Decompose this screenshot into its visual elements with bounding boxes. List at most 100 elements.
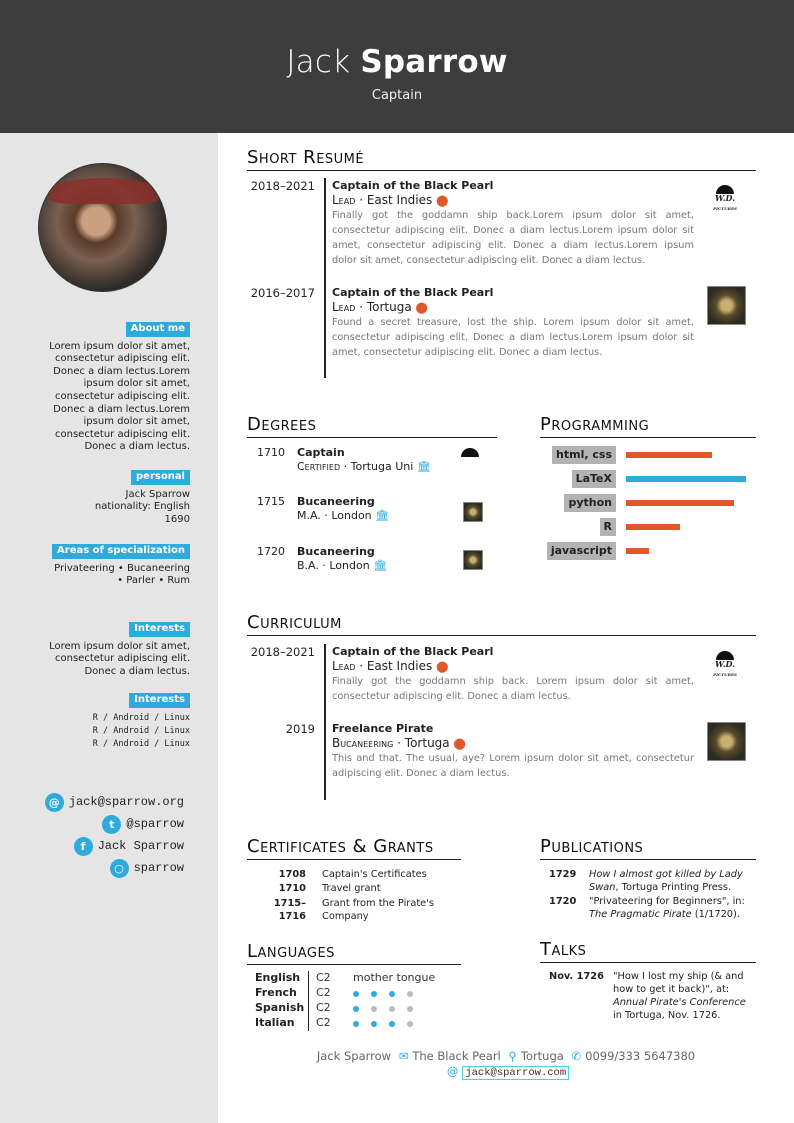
social-text[interactable]: @sparrow xyxy=(126,817,184,831)
social-text[interactable]: sparrow xyxy=(133,861,184,875)
language-rating xyxy=(353,1006,425,1012)
areas-tag: Areas of specialization xyxy=(52,544,190,559)
entry-title: Captain of the Black Pearl xyxy=(332,286,494,299)
header: Jack Sparrow Captain xyxy=(0,0,794,133)
language-note: mother tongue xyxy=(353,971,436,984)
interests-tag: Interests xyxy=(129,693,190,708)
degree-title: Captain xyxy=(297,446,345,459)
language-level: C2 xyxy=(316,1016,331,1029)
social-github[interactable]: ○ sparrow xyxy=(45,857,184,879)
skill-label: javascript xyxy=(546,542,616,560)
pub-rest: , Tortuga Printing Press. xyxy=(615,882,732,893)
talk-text: "How I lost my ship (& and how to get it… xyxy=(613,970,748,1022)
pirate-coin-image xyxy=(707,722,746,761)
disney-logo: W.D. PICTURES xyxy=(705,185,745,212)
degree-type: B.A. xyxy=(297,559,319,572)
rating-dot xyxy=(389,991,395,997)
cert-text: Captain's Certificates xyxy=(322,869,427,880)
social-links: @ jack@sparrow.org t @sparrow f Jack Sparro… xyxy=(44,791,184,879)
map-pin-icon: ⬤ xyxy=(436,194,449,207)
about-tag: About me xyxy=(125,322,190,337)
footer-contact: Jack Sparrow ✉ The Black Pearl ⚲ Tortuga ✆… xyxy=(218,1049,794,1063)
skill-row: html, css xyxy=(540,446,756,464)
entry-date: 2018–2021 xyxy=(250,645,315,659)
phone-icon: ✆ xyxy=(571,1049,582,1063)
pub-title: How I almost got killed by Lady Swan xyxy=(589,869,743,893)
rating-dot xyxy=(371,1006,377,1012)
pirate-coin-image xyxy=(707,286,746,325)
first-name: Jack xyxy=(286,44,351,80)
skill-bar xyxy=(626,452,713,458)
interests-line: R / Android / Linux xyxy=(92,738,190,749)
skill-label: html, css xyxy=(552,446,616,464)
talk-pre: "How I lost my ship (& and how to get it… xyxy=(613,971,744,995)
social-email[interactable]: @ jack@sparrow.org xyxy=(44,791,184,813)
facebook-icon: f xyxy=(73,836,93,856)
entry-description: Found a secret treasure, lost the ship. … xyxy=(332,317,694,358)
language-rating xyxy=(353,991,425,997)
entry-place: Tortuga xyxy=(404,736,450,750)
rating-dot xyxy=(353,1006,359,1012)
rating-dot xyxy=(407,1006,413,1012)
language-level: C2 xyxy=(316,1001,331,1014)
social-twitter[interactable]: t @sparrow xyxy=(45,813,184,835)
institution-icon: 🏛 xyxy=(373,559,388,572)
skill-bar xyxy=(626,524,680,530)
last-name: Sparrow xyxy=(360,44,508,80)
twitter-icon: t xyxy=(102,814,122,834)
entry-title: Freelance Pirate xyxy=(332,722,434,735)
degree-type: Certified xyxy=(297,460,341,473)
about-section: About me Lorem ipsum dolor sit amet, con… xyxy=(40,322,190,454)
rating-dot xyxy=(371,991,377,997)
skill-bar xyxy=(626,548,649,554)
skill-label: R xyxy=(599,518,616,536)
rating-dot xyxy=(353,991,359,997)
degree-place: London xyxy=(329,559,370,572)
timeline-line xyxy=(324,178,326,378)
talk-rest: in Tortuga, Nov. 1726. xyxy=(613,1010,721,1021)
entry-place: East Indies xyxy=(366,659,433,673)
entry-place: East Indies xyxy=(366,193,433,207)
languages-divider xyxy=(308,971,310,1031)
entry-description: Finally got the goddamn ship back.Lorem … xyxy=(332,210,694,266)
pirate-coin-image xyxy=(463,502,483,522)
cert-text: Grant from the Pirate's Company xyxy=(322,898,435,922)
entry-description: Finally got the goddamn ship back. Lorem… xyxy=(332,676,694,702)
disney-logo xyxy=(457,448,483,462)
at-icon: @ xyxy=(44,792,64,812)
skill-row: python xyxy=(540,494,756,512)
footer-name: Jack Sparrow xyxy=(316,1049,392,1063)
social-text[interactable]: jack@sparrow.org xyxy=(68,795,184,809)
at-icon: @ xyxy=(446,1064,459,1078)
map-pin-icon: ⬤ xyxy=(453,737,466,750)
footer-phone: 0099/333 5647380 xyxy=(585,1049,696,1063)
rating-dot xyxy=(389,1021,395,1027)
footer-email-link[interactable]: jack@sparrow.com xyxy=(462,1066,570,1080)
entry-role: Lead xyxy=(332,300,356,314)
entry-title: Captain of the Black Pearl xyxy=(332,645,494,658)
language-level: C2 xyxy=(316,971,331,984)
personal-line: 1690 xyxy=(164,513,190,525)
personal-line: Jack Sparrow xyxy=(125,488,191,500)
cert-year: 1715–1716 xyxy=(273,898,306,922)
map-pin-icon: ⬤ xyxy=(415,301,428,314)
pub-rest: (1/1720). xyxy=(691,909,740,920)
rating-dot xyxy=(389,1006,395,1012)
section-title-languages: Languages xyxy=(247,941,461,965)
map-pin-icon: ⬤ xyxy=(436,660,449,673)
degree-place: London xyxy=(331,509,372,522)
pub-year: 1729 xyxy=(549,869,577,880)
social-text[interactable]: Jack Sparrow xyxy=(97,839,184,853)
rating-dot xyxy=(353,1021,359,1027)
timeline-line xyxy=(324,644,326,800)
entry-title: Captain of the Black Pearl xyxy=(332,179,494,192)
entry-description: This and that. The usual, aye? Lorem ips… xyxy=(332,753,694,779)
interests-line: R / Android / Linux xyxy=(92,712,190,723)
footer-city: Tortuga xyxy=(520,1049,564,1063)
interests-tag: Interests xyxy=(129,622,190,637)
social-facebook[interactable]: f Jack Sparrow xyxy=(45,835,184,857)
pub-text: "Privateering for Beginners", in: The Pr… xyxy=(589,895,759,921)
about-text: Lorem ipsum dolor sit amet, consectetur … xyxy=(49,340,190,453)
entry-date: 2016–2017 xyxy=(250,286,315,300)
personal-section: personal Jack Sparrow nationality: Engli… xyxy=(95,470,190,526)
